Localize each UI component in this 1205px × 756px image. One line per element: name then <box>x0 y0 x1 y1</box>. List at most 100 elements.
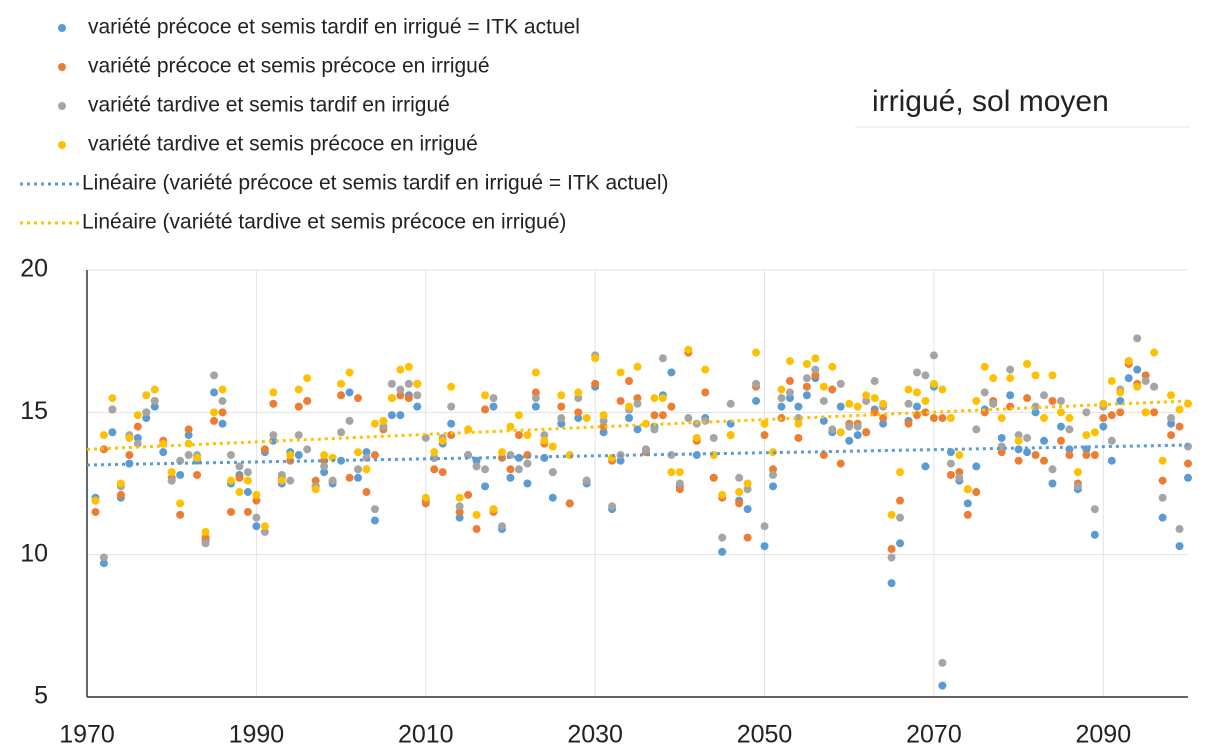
point <box>269 388 278 397</box>
point <box>1014 456 1023 465</box>
point <box>1082 408 1091 417</box>
point <box>150 396 159 405</box>
point <box>133 411 142 420</box>
point <box>836 379 845 388</box>
point <box>125 451 134 460</box>
point <box>1090 451 1099 460</box>
point <box>1031 371 1040 380</box>
point <box>1133 334 1142 343</box>
point <box>769 465 778 474</box>
point <box>404 362 413 371</box>
point <box>1031 408 1040 417</box>
point <box>523 431 532 440</box>
point <box>252 522 261 531</box>
point <box>1124 374 1133 383</box>
point <box>929 379 938 388</box>
point <box>997 433 1006 442</box>
point <box>99 559 108 568</box>
point <box>1031 451 1040 460</box>
point <box>1090 505 1099 514</box>
legend-marker <box>58 63 66 71</box>
point <box>633 394 642 403</box>
point <box>447 419 456 428</box>
point <box>243 468 252 477</box>
point <box>337 428 346 437</box>
point <box>235 473 244 482</box>
point <box>243 507 252 516</box>
point <box>345 368 354 377</box>
point <box>396 411 405 420</box>
point <box>870 394 879 403</box>
point <box>226 476 235 485</box>
point <box>1133 365 1142 374</box>
point <box>370 505 379 514</box>
point <box>184 425 193 434</box>
point <box>1048 396 1057 405</box>
point <box>396 391 405 400</box>
point <box>743 485 752 494</box>
point <box>354 473 363 482</box>
point <box>963 510 972 519</box>
point <box>912 402 921 411</box>
point <box>1099 422 1108 431</box>
point <box>1167 431 1176 440</box>
point <box>1167 391 1176 400</box>
point <box>616 368 625 377</box>
point <box>1107 411 1116 420</box>
point <box>210 416 219 425</box>
point <box>785 388 794 397</box>
point <box>345 473 354 482</box>
point <box>591 354 600 363</box>
point <box>1150 348 1159 357</box>
point <box>125 433 134 442</box>
point <box>752 379 761 388</box>
point <box>785 357 794 366</box>
legend-label: Linéaire (variété tardive et semis préco… <box>82 211 566 234</box>
point <box>819 451 828 460</box>
point <box>794 433 803 442</box>
point <box>184 451 193 460</box>
trend-line <box>86 399 1189 451</box>
point <box>557 402 566 411</box>
point <box>743 505 752 514</box>
point <box>802 359 811 368</box>
point <box>1006 391 1015 400</box>
point <box>497 522 506 531</box>
point <box>438 436 447 445</box>
point <box>354 394 363 403</box>
point <box>252 513 261 522</box>
point <box>802 374 811 383</box>
point <box>1065 414 1074 423</box>
point <box>1006 365 1015 374</box>
x-tick-label: 2090 <box>1075 721 1131 749</box>
point <box>108 428 117 437</box>
point <box>1167 419 1176 428</box>
point <box>91 496 100 505</box>
point <box>718 490 727 499</box>
x-tick-label: 2070 <box>906 721 962 749</box>
point <box>1141 371 1150 380</box>
point <box>684 414 693 423</box>
point <box>252 490 261 499</box>
point <box>972 462 981 471</box>
point <box>430 448 439 457</box>
point <box>277 476 286 485</box>
point <box>743 479 752 488</box>
point <box>938 385 947 394</box>
point <box>709 433 718 442</box>
point <box>413 391 422 400</box>
point <box>548 468 557 477</box>
point <box>1073 482 1082 491</box>
point <box>1107 436 1116 445</box>
point <box>489 505 498 514</box>
point <box>819 382 828 391</box>
legend-label: variété précoce et semis tardif en irrig… <box>88 16 580 39</box>
point <box>514 431 523 440</box>
point <box>1184 459 1192 468</box>
point <box>972 396 981 405</box>
point <box>938 658 947 667</box>
point <box>802 382 811 391</box>
point <box>735 473 744 482</box>
point <box>176 470 185 479</box>
point <box>455 502 464 511</box>
